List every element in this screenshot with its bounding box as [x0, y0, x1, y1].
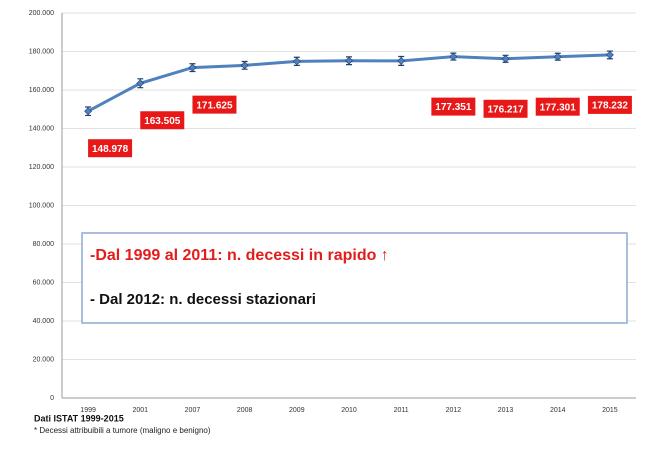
- value-label: 163.505: [144, 116, 181, 127]
- marker: [136, 79, 145, 88]
- value-label: 178.232: [592, 101, 629, 112]
- y-tick-label: 100.000: [29, 202, 54, 209]
- x-tick-label: 2009: [289, 407, 305, 414]
- value-label: 171.625: [196, 100, 233, 111]
- y-tick-label: 60.000: [33, 279, 55, 286]
- marker: [397, 57, 406, 65]
- marker: [84, 107, 93, 116]
- marker: [449, 52, 458, 61]
- y-tick-label: 160.000: [29, 87, 54, 94]
- annotation-box: [81, 232, 628, 324]
- marker: [188, 63, 197, 72]
- marker: [553, 52, 562, 61]
- x-tick-label: 2012: [446, 407, 462, 414]
- value-label-bg: [140, 111, 185, 130]
- x-tick-label: 2014: [550, 407, 566, 414]
- marker: [345, 56, 353, 65]
- marker: [292, 57, 301, 66]
- annotation: - Dal 2012: n. decessi stazionari: [90, 291, 316, 308]
- y-tick-label: 140.000: [29, 125, 54, 132]
- y-tick-label: 180.000: [29, 48, 54, 55]
- value-label: 177.301: [540, 102, 577, 113]
- x-tick-label: 2007: [185, 407, 201, 414]
- x-tick-label: 2001: [132, 407, 148, 414]
- value-label-bg: [192, 95, 237, 114]
- plot: 0 20.000 40.000 60.000 80.000 100.000 120.000 1…: [29, 10, 636, 414]
- y-tick-label: 200.000: [29, 10, 54, 17]
- marker: [605, 50, 614, 59]
- marker: [240, 61, 249, 70]
- source: Dati ISTAT 1999-2015: [34, 413, 124, 423]
- x-tick-label: 2010: [341, 407, 357, 414]
- x-tick-label: 2013: [498, 407, 514, 414]
- x-tick-label: 2015: [602, 407, 618, 414]
- y-tick-label: 80.000: [33, 241, 55, 248]
- marker: [501, 54, 510, 63]
- value-label: 177.351: [435, 102, 472, 113]
- value-label-bg: [483, 99, 528, 118]
- value-label: 148.978: [92, 144, 129, 155]
- value-label-bg: [431, 97, 476, 116]
- y-tick-label: 40.000: [33, 318, 55, 325]
- value-label-bg: [535, 97, 580, 116]
- x-tick-label: 2011: [394, 407, 409, 414]
- value-label: 176.217: [487, 104, 524, 115]
- value-label-bg: [88, 139, 133, 158]
- note: * Decessi attribuibili a tumore (maligno…: [34, 426, 211, 435]
- x-tick-label: 2008: [237, 407, 253, 414]
- annotation: -Dal 1999 al 2011: n. decessi in rapido …: [90, 247, 389, 264]
- y-tick-label: 20.000: [33, 356, 55, 363]
- x-tick-label: 1999: [80, 407, 96, 414]
- y-tick-label: 0: [50, 395, 54, 402]
- y-tick-label: 120.000: [29, 164, 54, 171]
- value-label-bg: [587, 95, 632, 114]
